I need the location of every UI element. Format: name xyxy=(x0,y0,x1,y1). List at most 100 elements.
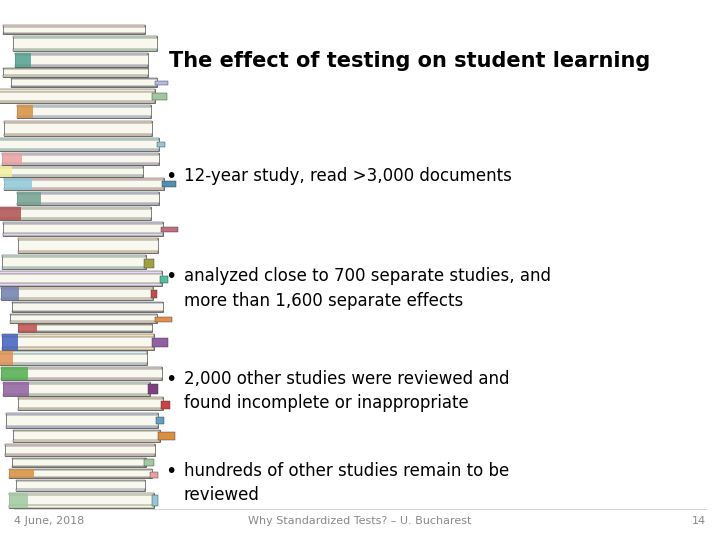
Bar xyxy=(0,166,143,167)
Bar xyxy=(153,93,167,100)
Bar xyxy=(4,382,150,384)
Bar xyxy=(0,272,162,286)
Bar xyxy=(0,150,159,152)
Bar xyxy=(18,324,37,332)
Bar xyxy=(3,68,148,77)
Bar xyxy=(1,347,153,349)
Bar xyxy=(4,394,150,396)
Text: analyzed close to 700 separate studies, and
more than 1,600 separate effects: analyzed close to 700 separate studies, … xyxy=(184,267,551,309)
Bar xyxy=(0,218,150,220)
Bar xyxy=(17,117,150,118)
Bar xyxy=(0,207,150,209)
Bar xyxy=(161,401,170,409)
Bar xyxy=(0,175,143,177)
Bar xyxy=(18,324,152,325)
Bar xyxy=(13,36,157,38)
Bar xyxy=(4,25,145,34)
Bar xyxy=(2,153,159,155)
Bar xyxy=(13,49,157,51)
Bar xyxy=(16,480,145,482)
Bar xyxy=(13,36,157,51)
Bar xyxy=(0,166,143,177)
Bar xyxy=(0,352,147,354)
Text: 12-year study, read >3,000 documents: 12-year study, read >3,000 documents xyxy=(184,167,511,185)
Bar xyxy=(1,287,19,300)
Bar xyxy=(3,222,163,235)
Bar xyxy=(17,204,159,205)
Bar xyxy=(4,178,164,180)
Bar xyxy=(155,317,172,322)
Bar xyxy=(161,227,178,232)
Bar xyxy=(0,90,155,104)
Bar xyxy=(0,352,147,365)
Bar xyxy=(17,105,150,118)
Bar xyxy=(4,178,164,190)
Bar xyxy=(1,334,153,336)
Bar xyxy=(9,314,157,323)
Bar xyxy=(2,255,146,269)
Bar xyxy=(0,166,12,177)
Bar xyxy=(17,192,159,205)
Bar xyxy=(17,238,158,253)
Bar xyxy=(17,238,158,240)
Bar xyxy=(0,207,150,220)
Bar xyxy=(9,469,153,470)
Bar xyxy=(4,120,153,136)
Text: 14: 14 xyxy=(691,516,706,525)
Bar xyxy=(4,120,153,123)
Bar xyxy=(4,33,145,34)
Bar xyxy=(160,276,168,282)
Bar xyxy=(17,192,41,205)
Bar xyxy=(9,469,153,478)
Bar xyxy=(17,251,158,253)
Bar xyxy=(3,75,148,77)
Text: hundreds of other studies remain to be
reviewed: hundreds of other studies remain to be r… xyxy=(184,462,509,504)
Bar xyxy=(1,334,153,349)
Bar xyxy=(2,267,146,269)
Bar xyxy=(6,413,158,428)
Bar xyxy=(0,284,162,286)
Bar xyxy=(0,90,155,91)
Text: 4 June, 2018: 4 June, 2018 xyxy=(14,516,85,525)
Bar xyxy=(14,440,160,442)
Bar xyxy=(15,53,32,67)
Bar xyxy=(18,331,152,332)
Bar xyxy=(15,53,148,67)
Bar xyxy=(9,492,154,495)
Bar xyxy=(12,466,146,468)
Bar xyxy=(2,153,22,165)
Bar xyxy=(9,492,154,508)
Bar xyxy=(18,408,163,410)
Bar xyxy=(4,178,32,190)
Bar xyxy=(158,431,176,440)
Bar xyxy=(9,469,34,478)
Bar xyxy=(1,367,28,380)
Bar xyxy=(155,81,168,85)
Text: The effect of testing on student learning: The effect of testing on student learnin… xyxy=(169,51,650,71)
Bar xyxy=(9,505,154,508)
Bar xyxy=(157,143,165,147)
Bar xyxy=(12,457,146,459)
Bar xyxy=(17,105,150,107)
Bar xyxy=(4,188,164,190)
Bar xyxy=(0,138,159,152)
Bar xyxy=(151,338,168,347)
Bar xyxy=(0,207,22,220)
Bar xyxy=(1,287,153,300)
Text: •: • xyxy=(166,167,177,186)
Bar xyxy=(144,459,154,466)
Bar xyxy=(1,334,18,349)
Bar xyxy=(15,53,148,55)
Bar xyxy=(17,105,32,118)
Bar xyxy=(6,413,158,415)
Bar xyxy=(148,384,158,394)
Bar xyxy=(5,455,155,456)
Bar xyxy=(1,299,153,300)
Bar xyxy=(0,272,162,274)
Bar xyxy=(12,311,163,312)
Bar xyxy=(14,429,160,442)
Bar xyxy=(3,222,163,224)
Bar xyxy=(9,477,153,478)
Bar xyxy=(2,163,159,165)
Bar xyxy=(1,367,162,380)
